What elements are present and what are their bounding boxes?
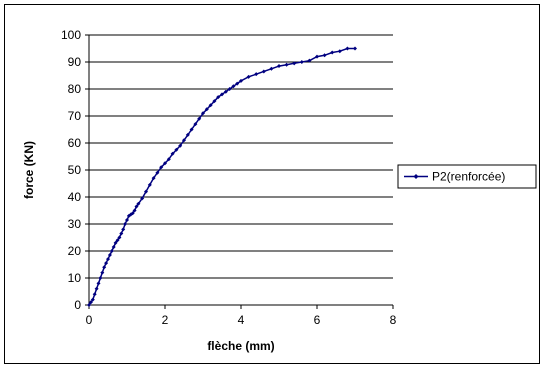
data-point — [239, 78, 243, 83]
data-point — [96, 281, 101, 286]
data-point — [337, 49, 342, 54]
data-point — [121, 227, 126, 232]
y-tick-label: 20 — [68, 244, 82, 258]
legend-marker — [413, 174, 419, 179]
y-tick-label: 90 — [68, 55, 82, 69]
data-point — [189, 127, 194, 132]
x-tick-label: 0 — [86, 313, 93, 327]
legend-label: P2(renforcée) — [432, 170, 505, 184]
data-point — [178, 143, 183, 148]
data-point — [159, 165, 164, 170]
data-point — [345, 46, 350, 51]
data-point — [193, 122, 198, 127]
series-layer — [87, 46, 357, 307]
data-point — [227, 87, 232, 91]
y-tick-label: 70 — [68, 109, 82, 123]
data-point — [197, 116, 202, 121]
data-point — [100, 270, 105, 275]
data-point — [151, 176, 156, 181]
data-point — [113, 240, 118, 245]
y-axis-title: force (KN) — [22, 141, 36, 199]
data-point — [185, 132, 190, 137]
data-point — [144, 189, 148, 194]
y-tick-label: 40 — [68, 190, 82, 204]
data-point — [147, 182, 152, 187]
data-point — [109, 249, 114, 253]
data-point — [132, 208, 137, 213]
x-tick-label: 6 — [314, 313, 321, 327]
data-point — [140, 196, 145, 201]
data-point — [220, 92, 224, 97]
data-point — [170, 151, 175, 156]
y-tick-label: 100 — [61, 28, 81, 42]
y-tick-label: 80 — [68, 82, 82, 96]
data-point — [117, 235, 122, 240]
data-point — [235, 81, 240, 86]
data-point — [98, 276, 103, 280]
data-point — [261, 69, 266, 74]
legend: P2(renforcée) — [397, 164, 537, 189]
data-point — [90, 297, 95, 302]
data-point — [322, 53, 327, 58]
data-point — [204, 107, 209, 112]
data-point — [182, 138, 186, 143]
tick-labels: 0 10 20 30 40 50 60 70 80 90 100 0 2 4 6 8 — [61, 28, 397, 327]
data-point — [106, 257, 110, 262]
data-point — [155, 170, 160, 175]
y-tick-label: 60 — [68, 136, 82, 150]
data-point — [223, 89, 228, 94]
x-axis-title: flèche (mm) — [207, 339, 274, 353]
data-point — [163, 161, 167, 166]
data-point — [315, 54, 319, 59]
data-point — [330, 50, 335, 55]
data-point — [125, 217, 129, 222]
data-point — [212, 99, 217, 104]
data-point — [119, 231, 124, 236]
data-point — [208, 103, 213, 108]
data-point — [92, 292, 97, 297]
data-point — [201, 111, 205, 116]
data-point — [246, 74, 251, 79]
data-point — [353, 46, 357, 51]
data-point — [174, 147, 179, 152]
data-point — [136, 201, 141, 206]
x-tick-label: 2 — [162, 313, 169, 327]
data-point — [123, 222, 128, 226]
data-point — [104, 261, 109, 266]
data-point — [299, 60, 304, 64]
chart-frame: 0 10 20 30 40 50 60 70 80 90 100 0 2 4 6 8 flèche (mm) … — [4, 4, 540, 364]
y-tick-label: 0 — [74, 298, 81, 312]
y-tick-label: 10 — [68, 271, 82, 285]
data-point — [216, 95, 221, 100]
gridlines — [89, 34, 393, 279]
data-point — [87, 303, 91, 307]
data-point — [254, 72, 259, 77]
data-point — [130, 211, 135, 216]
data-point — [107, 253, 112, 258]
data-point — [277, 64, 281, 69]
x-tick-label: 8 — [390, 313, 397, 327]
data-point — [284, 62, 289, 67]
data-point — [102, 265, 107, 270]
data-point — [88, 300, 93, 305]
data-point — [269, 66, 274, 71]
data-point — [166, 157, 171, 162]
data-point — [231, 84, 236, 89]
x-tick-label: 4 — [238, 313, 245, 327]
y-tick-label: 30 — [68, 217, 82, 231]
axes — [85, 34, 394, 309]
data-point — [111, 244, 116, 249]
legend-box — [397, 164, 537, 189]
series-line — [88, 47, 355, 306]
y-tick-label: 50 — [68, 163, 82, 177]
data-point — [292, 61, 297, 66]
data-point — [134, 204, 139, 209]
data-point — [94, 286, 99, 291]
data-point — [115, 238, 120, 243]
data-point — [307, 58, 312, 63]
